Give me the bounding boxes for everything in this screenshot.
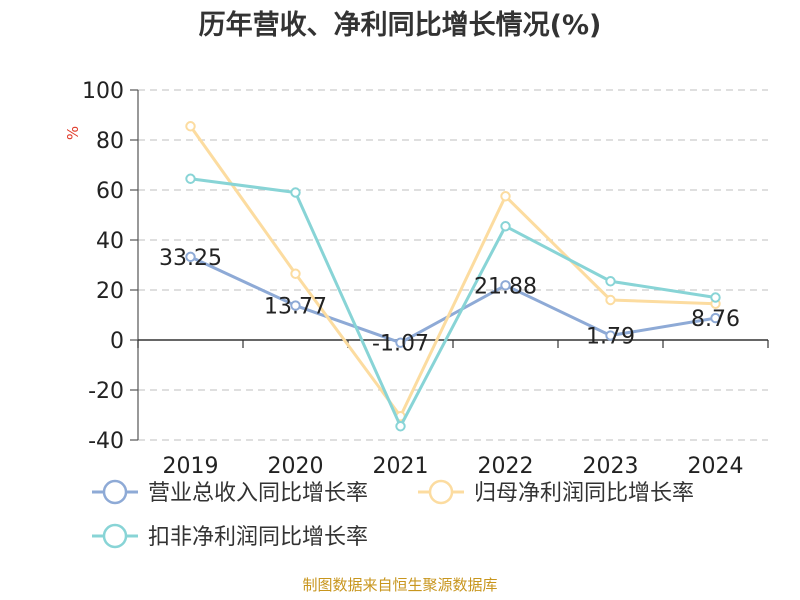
series-line — [189, 125, 716, 418]
data-point — [395, 337, 406, 348]
data-labels: 33.25 13.77 -1.07 21.88 1.79 8.76 — [159, 246, 740, 357]
y-tick-label: 60 — [96, 179, 124, 204]
y-tick-label: 0 — [110, 329, 124, 354]
data-point — [710, 292, 721, 303]
x-tick-label: 2024 — [688, 454, 744, 479]
x-tick-label: 2023 — [583, 454, 639, 479]
y-tick-label: 40 — [96, 229, 124, 254]
y-tick-label: 20 — [96, 279, 124, 304]
data-label: -1.07 — [372, 332, 429, 357]
data-label: 1.79 — [586, 325, 635, 350]
gridlines — [138, 89, 768, 441]
data-label: 21.88 — [474, 274, 537, 299]
series-lines — [185, 121, 721, 432]
legend-marker-icon — [428, 479, 454, 505]
data-point — [290, 300, 301, 311]
data-point — [185, 121, 196, 132]
y-axis-unit: % — [64, 126, 82, 140]
legend-label: 营业总收入同比增长率 — [148, 481, 368, 506]
chart-title: 历年营收、净利同比增长情况(%) — [199, 9, 602, 41]
data-label: 33.25 — [159, 246, 222, 271]
legend-label: 扣非净利润同比增长率 — [148, 525, 368, 550]
x-tick-label: 2020 — [268, 454, 324, 479]
data-point — [605, 294, 616, 306]
data-label: 8.76 — [691, 307, 740, 332]
y-tick-label: 100 — [82, 79, 124, 104]
source-note: 制图数据来自恒生聚源数据库 — [302, 576, 497, 594]
y-tick-label: -20 — [88, 379, 124, 404]
series-line — [189, 255, 716, 345]
data-point — [605, 276, 616, 287]
data-point — [185, 173, 196, 184]
data-point — [290, 187, 301, 198]
data-point — [500, 221, 511, 232]
data-point — [290, 268, 301, 279]
data-point — [185, 251, 196, 263]
data-label: 13.77 — [264, 295, 327, 320]
legend-marker-icon — [102, 523, 128, 549]
legend-marker-icon — [102, 479, 128, 505]
legend-label: 归母净利润同比增长率 — [474, 481, 694, 506]
data-point — [500, 280, 511, 291]
data-point — [500, 191, 511, 202]
axes: 100 80 60 40 20 0 -20 -40 2019 2020 2021 2022 2023 20… — [82, 79, 769, 479]
data-point — [605, 330, 616, 341]
series-line — [190, 177, 716, 428]
x-tick-label: 2021 — [373, 454, 429, 479]
y-tick-label: -40 — [88, 429, 124, 454]
y-tick-label: 80 — [96, 129, 124, 154]
x-tick-label: 2022 — [478, 454, 534, 479]
data-point — [710, 312, 721, 324]
x-tick-label: 2019 — [163, 454, 219, 479]
data-point — [395, 421, 406, 432]
